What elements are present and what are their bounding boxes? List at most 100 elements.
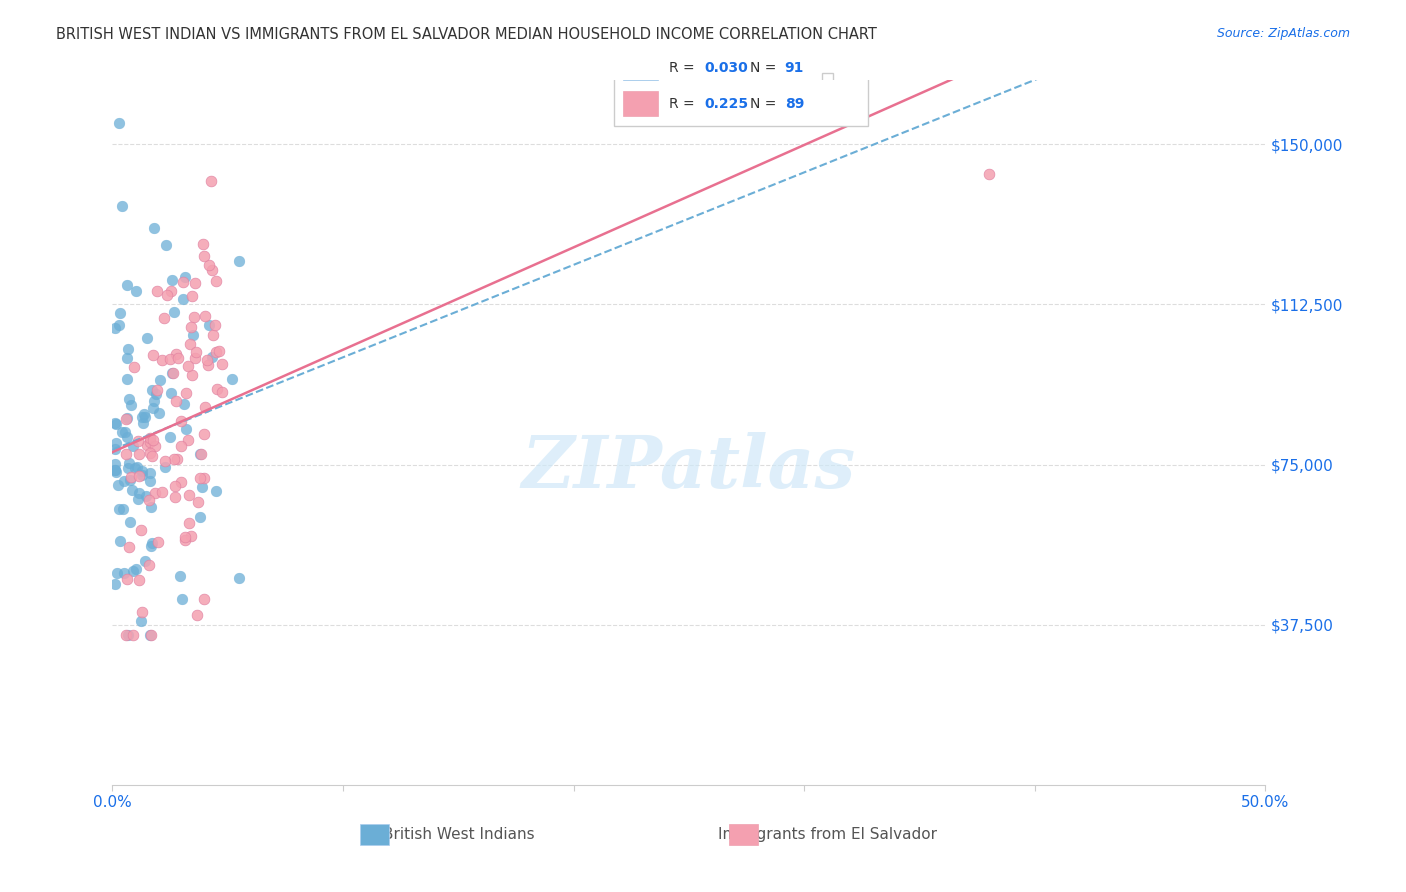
Point <box>107 478 129 492</box>
Point <box>205 484 228 499</box>
Point <box>188 509 211 524</box>
Point <box>139 446 162 460</box>
Point <box>208 344 231 359</box>
Point <box>150 352 173 367</box>
Point <box>104 576 127 591</box>
Point <box>174 270 197 285</box>
Point <box>117 411 139 425</box>
Point <box>194 400 217 414</box>
Point <box>165 394 187 409</box>
Point <box>134 407 156 421</box>
Point <box>143 439 166 453</box>
Point <box>120 473 142 487</box>
Bar <box>623 55 658 80</box>
Point <box>180 289 202 303</box>
Point <box>122 439 145 453</box>
Point <box>201 263 224 277</box>
Point <box>155 238 177 252</box>
Point <box>139 539 162 553</box>
Point <box>148 406 170 420</box>
Point <box>163 451 186 466</box>
Point <box>159 385 181 400</box>
Point <box>193 591 215 606</box>
Point <box>128 486 150 500</box>
Point <box>138 492 160 507</box>
Point <box>174 385 197 400</box>
Point <box>114 412 136 426</box>
Point <box>173 397 195 411</box>
Bar <box>360 823 389 845</box>
Point <box>134 554 156 568</box>
Point <box>159 352 181 367</box>
Point <box>121 483 143 497</box>
Point <box>211 385 233 400</box>
Point <box>146 284 169 298</box>
Point <box>129 523 152 537</box>
Point <box>195 353 218 368</box>
Point <box>176 359 198 374</box>
Point <box>115 572 138 586</box>
Legend:  <box>821 73 832 84</box>
Point <box>145 383 167 397</box>
Point <box>172 275 194 289</box>
Text: 91: 91 <box>785 62 804 75</box>
Point <box>122 360 145 375</box>
Point <box>118 392 141 407</box>
Point <box>105 566 128 581</box>
Point <box>117 628 139 642</box>
Point <box>201 327 224 342</box>
Point <box>186 344 208 359</box>
Point <box>170 475 193 489</box>
Point <box>139 628 162 642</box>
Point <box>121 564 143 578</box>
Point <box>108 502 131 516</box>
Text: British West Indians: British West Indians <box>382 827 534 842</box>
Point <box>163 305 186 319</box>
Point <box>112 566 135 581</box>
Point <box>117 461 139 475</box>
Point <box>193 236 215 251</box>
Point <box>129 614 152 628</box>
Point <box>104 320 127 334</box>
Point <box>205 345 228 359</box>
Point <box>197 358 219 372</box>
Point <box>221 372 243 386</box>
Point <box>131 410 153 425</box>
Text: Immigrants from El Salvador: Immigrants from El Salvador <box>718 827 936 842</box>
Point <box>152 310 174 325</box>
Point <box>124 460 146 475</box>
Point <box>142 434 165 448</box>
Bar <box>614 45 868 126</box>
Point <box>115 430 138 444</box>
Point <box>143 221 166 235</box>
Point <box>170 592 193 607</box>
Point <box>188 471 211 485</box>
Point <box>190 447 212 461</box>
Point <box>159 285 181 299</box>
Point <box>156 288 179 302</box>
Point <box>187 495 209 509</box>
Point <box>194 309 217 323</box>
Point <box>127 434 149 448</box>
Point <box>190 447 212 461</box>
Point <box>139 500 162 514</box>
Point <box>132 416 155 430</box>
Point <box>134 409 156 424</box>
Point <box>159 430 181 444</box>
Point <box>136 331 159 345</box>
Point <box>180 529 202 543</box>
Point <box>198 258 221 272</box>
Point <box>177 516 200 531</box>
Point <box>128 446 150 460</box>
Point <box>138 431 160 445</box>
Point <box>128 469 150 483</box>
Bar <box>730 823 758 845</box>
Point <box>170 414 193 428</box>
Point <box>166 351 188 365</box>
Point <box>173 293 195 307</box>
Point <box>162 367 184 381</box>
Point <box>153 454 176 468</box>
Point <box>105 435 128 450</box>
Point <box>104 416 127 430</box>
Point <box>191 480 214 494</box>
